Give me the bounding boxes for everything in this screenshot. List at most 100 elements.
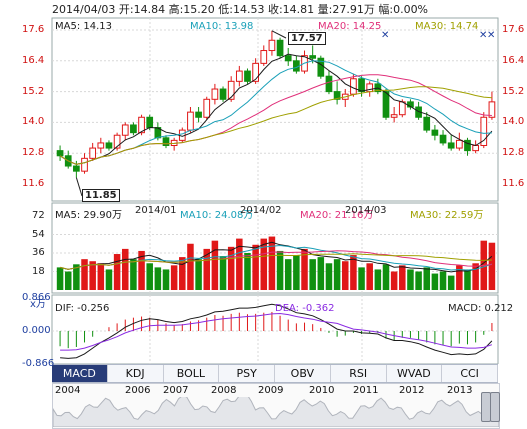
candlestick <box>439 134 447 144</box>
volume-bar <box>390 271 398 290</box>
candlestick <box>252 62 259 82</box>
timeline-year-label: 2007 <box>163 385 189 396</box>
timeline-year-label: 2013 <box>447 385 473 396</box>
candlestick <box>480 116 488 147</box>
tab-cci[interactable]: CCI <box>442 365 498 382</box>
candlestick <box>309 55 317 59</box>
volume-bar <box>105 269 113 290</box>
volume-bar <box>179 257 186 290</box>
candlestick <box>73 165 80 172</box>
macd-axis-label: 0.866 <box>22 292 51 303</box>
candlestick <box>455 139 463 149</box>
timeline-year-label: 2006 <box>125 385 151 396</box>
volume-bar <box>293 255 300 290</box>
timeline-overview[interactable]: 2004 2006 2007 2008 2009 2010 2011 2012 2013 <box>52 383 500 429</box>
price-legend-item: MA10: 13.98 <box>190 21 254 32</box>
volume-bar <box>366 263 373 290</box>
candlestick <box>260 50 268 64</box>
volume-bar <box>276 250 284 290</box>
volume-bar <box>260 238 268 290</box>
candlestick <box>219 88 227 100</box>
ma5-line <box>59 53 493 165</box>
event-marker-icon: ✕ <box>381 30 389 41</box>
volume-ma5-line <box>59 241 493 273</box>
price-axis-label-left: 16.4 <box>22 54 45 66</box>
volume-bar <box>374 269 382 290</box>
volume-bar <box>317 257 325 290</box>
volume-bar <box>122 248 129 290</box>
volume-bar <box>431 273 439 290</box>
candlestick <box>431 129 439 136</box>
volume-axis-label: 54 <box>32 228 45 240</box>
high-annotation: 17.57 <box>288 32 326 45</box>
candlestick <box>333 91 341 100</box>
price-axis-label-right: 12.8 <box>502 147 525 159</box>
price-axis-label-right: 14.0 <box>502 116 525 128</box>
price-axis-label-right: 17.6 <box>502 24 525 35</box>
volume-legend-item: MA20: 21.16万 <box>300 210 374 221</box>
candlestick <box>366 83 374 93</box>
quote-header: 2014/04/03 开:14.84 高:15.20 低:14.53 收:14.… <box>52 3 429 16</box>
volume-legend-item: MA5: 29.90万 <box>55 210 123 221</box>
high-pointer <box>271 30 287 39</box>
volume-bar <box>407 269 414 290</box>
candlestick <box>89 147 97 159</box>
candlestick <box>447 142 455 149</box>
volume-bar <box>162 269 170 290</box>
tab-rsi[interactable]: RSI <box>331 365 387 382</box>
tab-kdj[interactable]: KDJ <box>108 365 164 382</box>
range-handle-right[interactable] <box>490 392 500 422</box>
event-marker-icon: ✕ <box>479 30 487 41</box>
volume-bar <box>309 259 316 290</box>
volume-bar <box>423 267 430 290</box>
candlestick <box>464 139 471 152</box>
macd-legend-macd: MACD: 0.212 <box>448 303 514 314</box>
price-axis-label-left: 14.0 <box>22 116 45 128</box>
candlestick <box>284 55 292 62</box>
tab-macd[interactable]: MACD <box>52 365 108 382</box>
volume-bar <box>472 263 479 290</box>
macd-panel <box>51 294 499 364</box>
price-axis-label-left: 12.8 <box>22 147 45 159</box>
tab-obv[interactable]: OBV <box>275 365 331 382</box>
price-axis-label-right: 16.4 <box>502 54 525 66</box>
volume-bar <box>268 236 276 290</box>
volume-bar <box>447 275 455 290</box>
price-axis-label-right: 15.2 <box>502 85 525 97</box>
volume-bar <box>488 242 496 290</box>
candlestick <box>276 39 284 57</box>
volume-bar <box>56 267 64 290</box>
timeline-area <box>53 397 499 427</box>
candlestick <box>235 70 243 82</box>
date-axis-label: 2014/02 <box>240 205 282 216</box>
volume-bar <box>415 271 422 290</box>
macd-legend-dif: DIF: -0.256 <box>55 303 110 314</box>
candlestick <box>244 70 251 82</box>
volume-bar <box>456 265 463 290</box>
candlestick <box>390 114 398 118</box>
low-pointer <box>75 177 83 197</box>
candlestick <box>211 88 219 100</box>
volume-bar <box>97 263 105 290</box>
candlestick <box>472 145 479 152</box>
candlestick <box>162 137 170 147</box>
volume-bar <box>195 259 202 290</box>
tab-wvad[interactable]: WVAD <box>387 365 443 382</box>
volume-bar <box>342 261 349 290</box>
volume-bar <box>64 271 72 290</box>
volume-bar <box>73 264 80 290</box>
price-axis-label-left: 15.2 <box>22 85 45 97</box>
price-legend-item: MA5: 14.13 <box>55 21 113 32</box>
volume-axis-label: 72 <box>32 210 45 221</box>
candlestick <box>113 134 121 149</box>
tab-psy[interactable]: PSY <box>219 365 275 382</box>
timeline-sparkline <box>53 397 499 427</box>
price-legend-item: MA20: 14.25 <box>318 21 382 32</box>
candlestick <box>187 111 194 131</box>
volume-bar <box>464 269 471 290</box>
volume-bar <box>170 265 178 290</box>
event-marker-icon: ✕ <box>487 30 495 41</box>
volume-bar <box>244 253 251 290</box>
volume-bar <box>358 267 365 290</box>
tab-boll[interactable]: BOLL <box>164 365 220 382</box>
